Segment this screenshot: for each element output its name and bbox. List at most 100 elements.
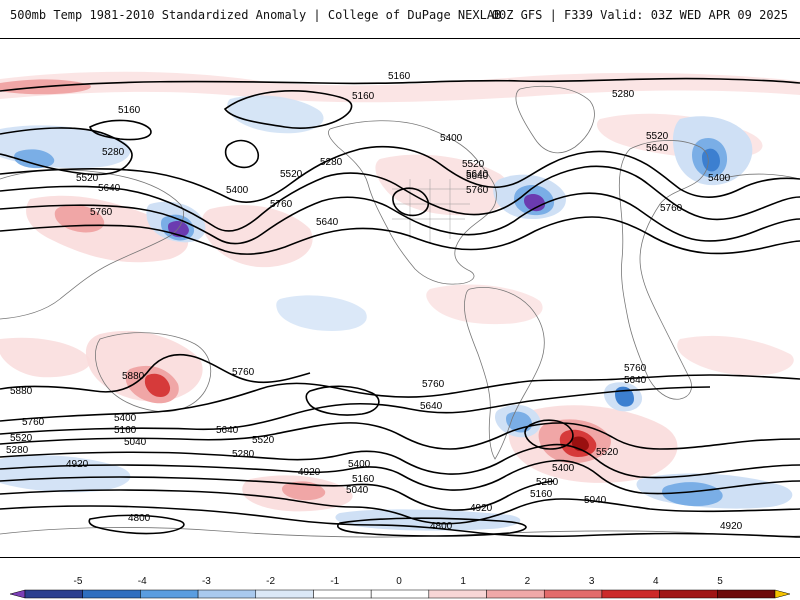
warm-anomaly-region	[0, 337, 91, 378]
contour-label: 4800	[128, 513, 151, 524]
colorbar-segment	[486, 589, 545, 599]
colorbar-segment	[313, 589, 372, 599]
contour-label: 5880	[10, 386, 33, 397]
contour-label: 5160	[530, 489, 553, 500]
contour-4800	[336, 517, 527, 537]
cold-anomaly-core	[14, 149, 55, 169]
colorbar-tick-label: 5	[717, 576, 723, 587]
contour-5640	[0, 386, 711, 435]
colorbar-segment	[24, 589, 83, 599]
contour-5760	[0, 374, 800, 422]
colorbar-segment	[543, 589, 603, 599]
colorbar-segment	[197, 589, 257, 599]
contour-label: 5640	[466, 171, 489, 182]
contour-label: 4920	[720, 521, 743, 532]
contour-label: 5400	[708, 173, 731, 184]
contour-5760	[0, 216, 800, 256]
contour-label: 5640	[316, 217, 339, 228]
map-canvas: 5160 5160 5280 5160 5280 5520 5640 5760 …	[0, 71, 800, 538]
warm-anomaly-region	[426, 284, 543, 325]
contour-label: 5160	[388, 71, 411, 82]
contour-5040	[0, 489, 800, 525]
warm-anomaly-region	[0, 71, 800, 103]
contour-label: 5640	[216, 425, 239, 436]
model-run-info: 00Z GFS | F339 Valid: 03Z WED APR 09 202…	[491, 8, 788, 22]
contour-5400	[392, 187, 430, 217]
colorbar-tick-label: 3	[588, 576, 595, 587]
contour-5280	[0, 127, 133, 176]
colorbar-svg	[9, 589, 791, 599]
contour-label: 5280	[536, 477, 559, 488]
height-contours	[0, 77, 800, 538]
contour-4920	[0, 505, 800, 538]
contour-label: 5520	[646, 131, 669, 142]
contour-label: 5160	[118, 105, 141, 116]
contour-label: 5160	[352, 91, 375, 102]
warm-anomaly-core	[282, 481, 326, 501]
coastline-asia-east	[719, 173, 800, 180]
contour-label: 5400	[348, 459, 371, 470]
contour-label: 5640	[98, 183, 121, 194]
contour-label: 5760	[624, 363, 647, 374]
map-area: 5160 5160 5280 5160 5280 5520 5640 5760 …	[0, 38, 800, 558]
colorbar-segment	[601, 589, 660, 599]
anomaly-colorbar: -5 -4 -3 -2 -1 0 1 2 3 4 5	[0, 570, 800, 600]
contour-label: 5760	[90, 207, 113, 218]
contour-label: 5040	[124, 437, 147, 448]
coastline-australia	[95, 332, 212, 413]
contour-labels: 5160 5160 5280 5160 5280 5520 5640 5760 …	[6, 71, 743, 532]
colorbar-segment	[659, 589, 718, 599]
contour-label: 5280	[6, 445, 29, 456]
colorbar-tick-label: -4	[137, 576, 147, 587]
contour-label: 5520	[462, 159, 485, 170]
cold-anomaly-core	[524, 193, 546, 212]
contour-label: 5400	[440, 133, 463, 144]
colorbar-tick-label: -2	[266, 576, 276, 587]
contour-label: 5880	[122, 371, 145, 382]
contour-label: 5160	[114, 425, 137, 436]
contour-label: 5280	[232, 449, 255, 460]
contour-5160	[0, 77, 800, 92]
colorbar-tick-label: 1	[460, 576, 466, 587]
colorbar-tick-label: -3	[201, 576, 211, 587]
contour-5640	[0, 192, 800, 245]
contour-label: 5640	[624, 375, 647, 386]
contour-label: 5760	[270, 199, 293, 210]
contour-label: 4800	[430, 521, 453, 532]
colorbar-segment	[717, 589, 776, 599]
contour-5400	[0, 145, 800, 203]
colorbar-tick-label: 4	[653, 576, 659, 587]
contour-5280	[0, 459, 800, 495]
coastline-south-america	[463, 287, 545, 460]
contour-5400	[224, 139, 260, 169]
contour-label: 5520	[76, 173, 99, 184]
colorbar-segment	[255, 589, 314, 599]
contour-label: 5280	[612, 89, 635, 100]
contour-label: 5640	[466, 169, 489, 180]
contour-label: 5280	[102, 147, 125, 158]
warm-anomaly-region	[677, 335, 794, 376]
colorbar-tick-label: -5	[73, 576, 83, 587]
cold-anomaly-region	[227, 95, 324, 134]
colorbar-arrow-right	[774, 589, 791, 599]
contour-label: 5040	[346, 485, 369, 496]
warm-anomaly-region	[201, 205, 313, 268]
contour-label: 5520	[10, 433, 33, 444]
contour-label: 5760	[466, 185, 489, 196]
contour-label: 5400	[552, 463, 575, 474]
cold-anomaly-core	[662, 482, 723, 507]
contour-5520	[524, 419, 574, 450]
contour-label: 5040	[584, 495, 607, 506]
coastline-asia	[0, 169, 184, 320]
contour-5760	[305, 385, 380, 416]
contour-label: 5520	[280, 169, 303, 180]
contour-4800	[88, 514, 185, 535]
contour-label: 5640	[646, 143, 669, 154]
contour-5880	[0, 353, 311, 393]
contour-label: 5520	[596, 447, 619, 458]
contour-label: 5640	[420, 401, 443, 412]
contour-label: 4920	[470, 503, 493, 514]
colorbar-segment	[370, 589, 430, 599]
contour-label: 4920	[298, 467, 321, 478]
